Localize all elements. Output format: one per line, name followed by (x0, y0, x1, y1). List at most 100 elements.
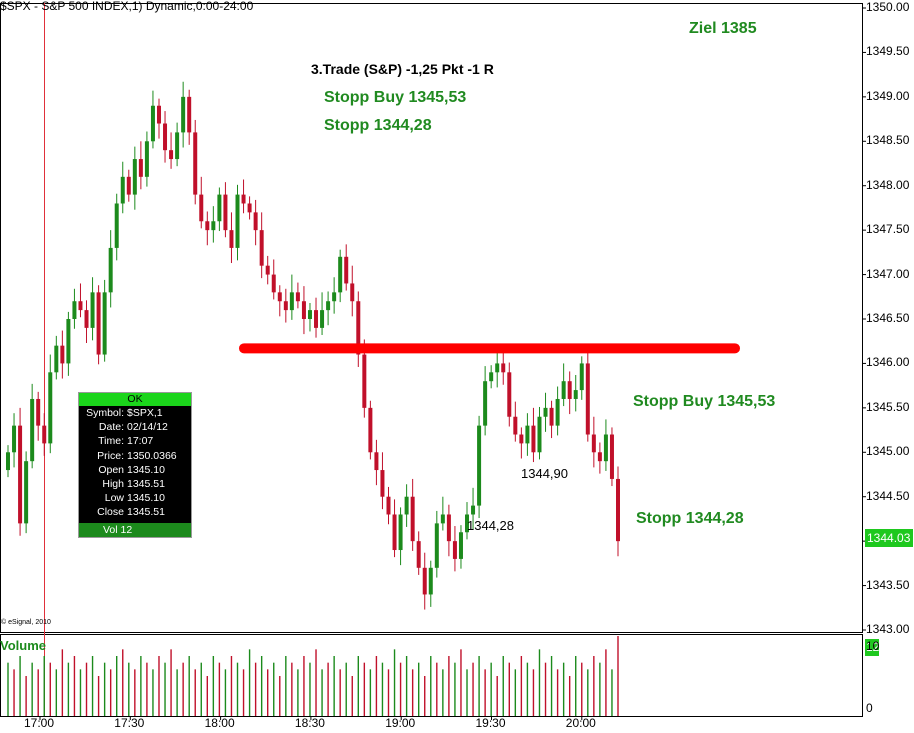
candle-body (404, 496, 409, 515)
candle-body (356, 301, 361, 355)
candle-body (519, 434, 524, 444)
candle-body (609, 434, 614, 479)
candle-body (477, 425, 482, 506)
candles (6, 81, 620, 610)
candle-body (452, 541, 457, 559)
info-row: Price: 1350.0366 (79, 449, 191, 463)
candle-body (120, 176, 125, 204)
volume-axis-zero: 0 (866, 701, 873, 715)
candle-body (410, 496, 415, 542)
candle-body (579, 363, 584, 391)
info-value: 1350.0366 (127, 449, 177, 462)
candle-body (597, 452, 602, 462)
info-key: Open (98, 463, 124, 476)
candle-body (289, 292, 294, 311)
stop-label-top: Stopp 1344,28 (324, 117, 432, 134)
info-value: 1345.10 (127, 492, 165, 505)
candle-body (18, 425, 23, 524)
candle-body (114, 203, 119, 248)
candle-body (12, 425, 17, 453)
candle-body (307, 310, 312, 319)
candle-body (350, 283, 355, 302)
candle-body (392, 514, 397, 551)
y-tick-label: 1348.00 (866, 177, 910, 192)
chart-header: $SPX - S&P 500 INDEX,1) Dynamic,0:00-24:… (0, 0, 254, 13)
stop-buy-label-right: Stopp Buy 1345,53 (633, 393, 776, 410)
ok-button[interactable]: OK (79, 393, 191, 406)
info-value: $SPX,1 (127, 407, 163, 419)
mid-annotation: 1344,90 (521, 466, 568, 481)
candle-body (338, 256, 343, 293)
info-value: 1345.10 (127, 463, 165, 476)
stop-label-right: Stopp 1344,28 (636, 510, 744, 527)
plot-border (0, 3, 863, 633)
info-value: 1345.51 (127, 506, 165, 519)
candle-body (374, 452, 379, 471)
candle-body (229, 230, 234, 248)
candle-body (501, 363, 506, 373)
chart-frame (0, 3, 866, 720)
candle-body (108, 247, 113, 293)
candle-body (465, 514, 470, 533)
y-tick-label: 1346.50 (866, 311, 910, 325)
x-tick-label: 18:00 (204, 716, 235, 730)
candle-body (163, 123, 168, 151)
info-value: 17:07 (127, 435, 154, 448)
candle-body (84, 310, 89, 328)
cursor-info-window[interactable]: OK Symbol: $SPX,1 Date: 02/14/12 Time: 17:07 P… (78, 392, 192, 538)
info-value: 1345.51 (127, 477, 165, 490)
candle-body (561, 381, 566, 399)
candle-body (60, 345, 65, 364)
candle-body (235, 194, 240, 248)
candle-body (616, 478, 620, 542)
candle-body (458, 532, 463, 559)
candle-body (446, 514, 451, 542)
candle-body (42, 425, 47, 444)
candle-body (537, 416, 542, 453)
candle-body (525, 425, 530, 444)
candle-body (259, 230, 264, 266)
candle-body (156, 105, 161, 124)
candle-body (223, 194, 228, 231)
info-key: Low (104, 492, 124, 505)
candle-body (440, 514, 445, 524)
info-volume: Vol 12 (79, 523, 191, 537)
candle-body (277, 292, 282, 302)
volume-label: Volume (0, 638, 46, 653)
candle-body (386, 496, 391, 515)
x-tick-label: 17:30 (114, 716, 145, 730)
y-tick-label: 1346.00 (866, 355, 910, 370)
candle-body (471, 505, 476, 515)
trade-label: 3.Trade (S&P) -1,25 Pkt -1 R (311, 61, 494, 77)
info-row: Date: 02/14/12 (79, 420, 191, 434)
y-tick-label: 1350.00 (866, 0, 910, 14)
x-tick-label: 18:30 (294, 716, 325, 730)
candle-body (150, 105, 155, 142)
y-tick-label: 1343.50 (866, 577, 910, 592)
y-tick-label: 1349.50 (866, 44, 910, 59)
candle-body (126, 176, 131, 195)
candle-body (181, 96, 186, 133)
candle-body (48, 372, 53, 444)
info-row: Open 1345.10 (79, 463, 191, 477)
y-tick-label: 1344.50 (866, 488, 910, 503)
candle-body (368, 407, 373, 453)
candle-body (247, 203, 252, 213)
candle-body (24, 461, 29, 524)
candle-body (283, 301, 288, 311)
info-key: Price: (97, 449, 124, 462)
candle-body (301, 301, 306, 319)
copyright: © eSignal, 2010 (1, 619, 51, 626)
candle-body (585, 363, 590, 435)
info-row: Time: 17:07 (79, 434, 191, 448)
candle-body (591, 434, 596, 453)
candle-body (132, 159, 137, 195)
volume-bars (7, 636, 619, 716)
candle-body (434, 523, 439, 568)
candle-body (66, 319, 71, 364)
info-key: High (102, 477, 124, 490)
candle-body (193, 132, 198, 195)
candle-body (362, 354, 367, 408)
candle-body (169, 150, 174, 160)
